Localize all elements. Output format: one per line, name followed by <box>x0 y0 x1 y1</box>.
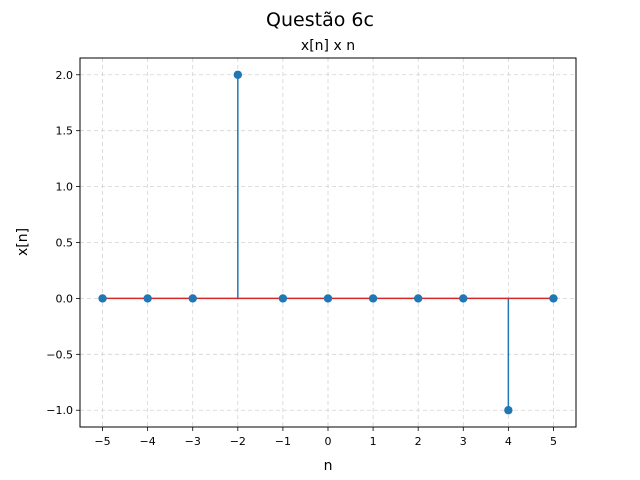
x-tick-label: 1 <box>370 435 377 448</box>
stem-marker <box>413 294 423 303</box>
stem-marker <box>459 294 468 303</box>
y-tick-label: 2.0 <box>56 69 74 82</box>
axis-ticks: −5 −4 −3 −2 −1 0 1 2 3 4 5 −1.0 −0.5 0.0 0.5 1.0 1.5 2.0 <box>46 69 557 448</box>
y-tick-label: 0.5 <box>56 237 74 250</box>
x-axis-label: n <box>324 458 333 474</box>
stem-markers <box>98 70 558 415</box>
stem-marker <box>188 294 197 303</box>
stem-marker <box>233 70 243 79</box>
y-tick-label: 0.0 <box>56 292 74 305</box>
y-tick-label: 1.0 <box>56 181 74 194</box>
y-tick-label: 1.5 <box>56 125 74 138</box>
stem-marker <box>368 294 378 303</box>
x-tick-label: −4 <box>140 435 156 448</box>
x-tick-label: 2 <box>415 435 422 448</box>
stem-marker <box>278 294 288 303</box>
x-tick-label: −3 <box>185 435 201 448</box>
x-tick-label: −2 <box>230 435 246 448</box>
y-tick-label: −1.0 <box>46 404 73 417</box>
stem-marker <box>323 294 333 303</box>
stem-marker <box>98 294 107 303</box>
stem-lines <box>237 74 510 411</box>
plot-frame <box>79 57 577 428</box>
y-axis-label: x[n] <box>15 228 31 256</box>
stem-marker <box>549 294 558 303</box>
stem-marker <box>143 294 152 303</box>
x-tick-label: −1 <box>275 435 291 448</box>
x-tick-label: 4 <box>505 435 512 448</box>
x-tick-label: 5 <box>550 435 557 448</box>
chart-title: x[n] x n <box>301 38 355 54</box>
y-tick-label: −0.5 <box>46 348 73 361</box>
x-tick-label: 3 <box>460 435 467 448</box>
x-tick-label: 0 <box>325 435 332 448</box>
stem-marker <box>504 406 513 415</box>
x-tick-label: −5 <box>94 435 110 448</box>
figure-suptitle: Questão 6c <box>266 9 374 31</box>
